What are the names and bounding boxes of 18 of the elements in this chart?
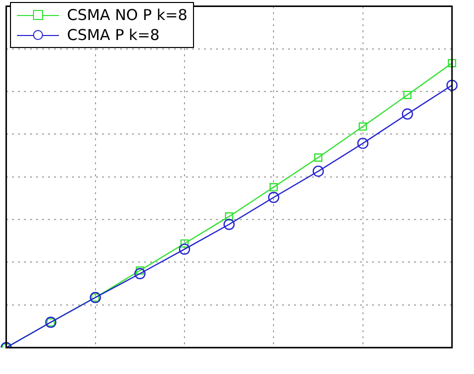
point — [136, 266, 144, 275]
point — [224, 218, 235, 230]
point — [358, 122, 367, 131]
legend-label: CSMA NO P k=8 — [67, 6, 188, 24]
point — [402, 108, 414, 120]
point — [446, 80, 458, 91]
point — [448, 58, 456, 68]
point — [134, 268, 146, 280]
point — [357, 138, 368, 149]
point — [178, 244, 190, 255]
point — [403, 90, 412, 100]
point — [224, 212, 234, 221]
point — [312, 166, 324, 177]
point — [270, 183, 278, 192]
point — [314, 153, 322, 162]
point — [180, 239, 189, 248]
legend-label: CSMA P k=8 — [67, 26, 160, 44]
point — [268, 192, 280, 203]
